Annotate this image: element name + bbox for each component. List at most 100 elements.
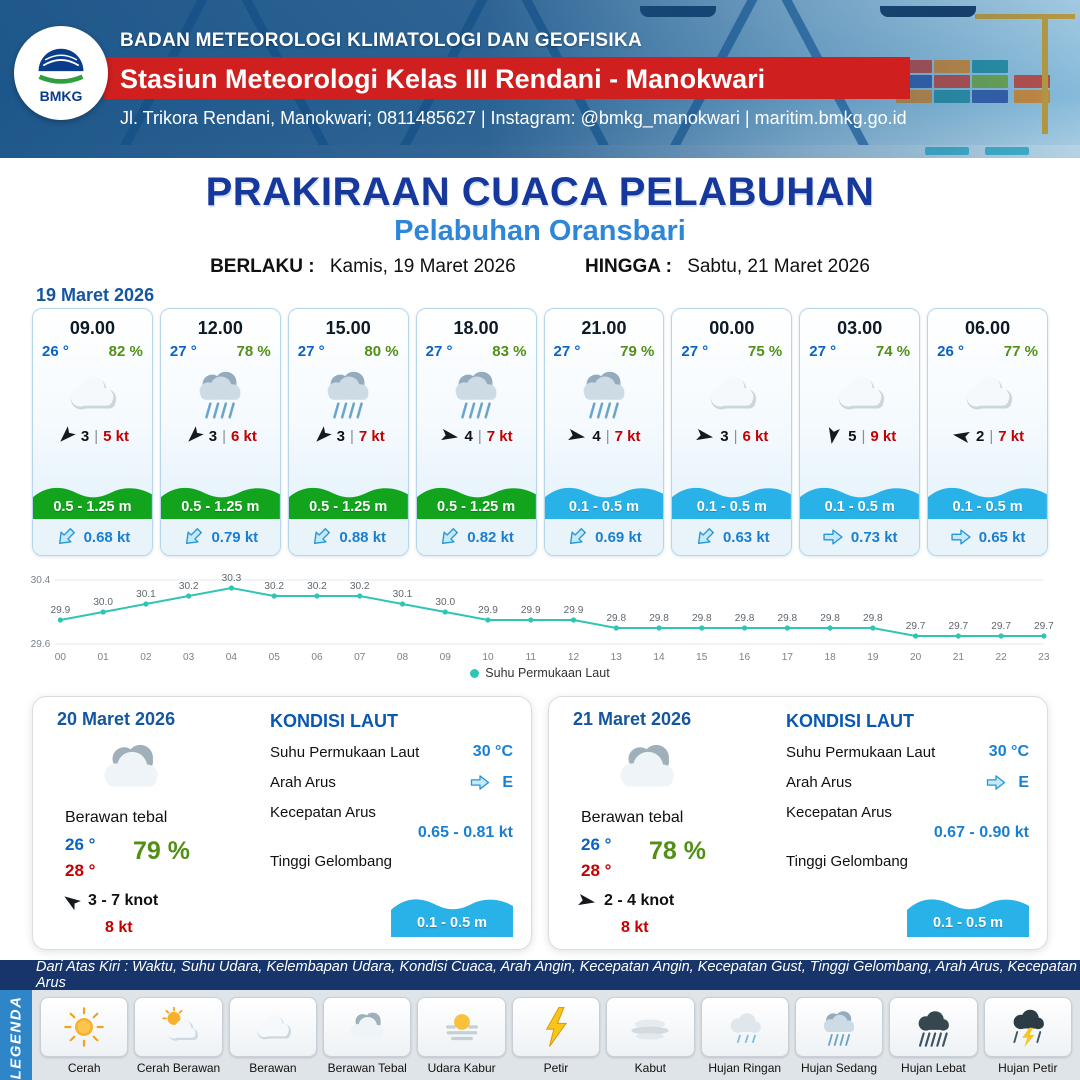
svg-text:30.0: 30.0 (93, 597, 113, 608)
temp-max: 28 ° (581, 861, 612, 880)
svg-text:00: 00 (55, 652, 67, 663)
wind-speed: 3 (208, 427, 218, 445)
wave-height-value: 0.1 - 0.5 m (824, 499, 895, 515)
temp-humidity-row: 27 ° 74 % (800, 339, 919, 360)
legend-item-label: Udara Kabur (427, 1061, 496, 1075)
forecast-card: 12.00 27 ° 78 % 3 | 6 kt 0.5 - 1.25 m (159, 308, 281, 556)
hourly-forecast-row: 09.00 26 ° 82 % 3 | 5 kt 0.5 - 1.25 m (0, 308, 1080, 556)
forecast-time: 03.00 (837, 318, 883, 338)
current-speed-label: Kecepatan Arus (786, 804, 892, 821)
chart-legend-dot (470, 668, 480, 678)
legend-item: Cerah (40, 997, 129, 1080)
current-speed-value: 0.67 - 0.90 kt (933, 824, 1029, 841)
current-direction-icon (434, 521, 465, 552)
legend-item-label: Petir (543, 1061, 569, 1075)
legend-weather-icon (533, 1004, 579, 1050)
svg-text:29.8: 29.8 (649, 613, 669, 624)
air-temperature: 26 ° (42, 343, 69, 360)
wind-direction-icon (822, 424, 845, 447)
daily-summary-row: 20 Maret 2026 Berawan tebal 26 ° 28 ° 79… (0, 682, 1080, 950)
wind-row: 5 | 9 kt (800, 426, 919, 446)
svg-text:18: 18 (824, 652, 836, 663)
legend-item: Cerah Berawan (134, 997, 223, 1080)
bmkg-logo-icon: BMKG (18, 30, 104, 116)
gust-speed: 6 kt (742, 427, 769, 445)
legend-item-label: Berawan (249, 1061, 297, 1075)
current-direction-value: E (502, 773, 513, 791)
weather-icon (436, 362, 516, 424)
relative-humidity: 75 % (748, 343, 783, 360)
current-speed-value: 0.65 - 0.81 kt (417, 824, 513, 841)
legend-item-label: Cerah (67, 1061, 101, 1075)
svg-text:11: 11 (526, 652, 537, 663)
weather-icon (595, 731, 699, 805)
wind-direction-icon (57, 887, 85, 915)
legend-item: Berawan Tebal (323, 997, 412, 1080)
legend-side-label: LEGENDA (7, 995, 25, 1079)
temp-humidity-row: 27 ° 78 % (161, 339, 280, 360)
legend-item-label: Hujan Lebat (901, 1061, 966, 1075)
svg-text:04: 04 (226, 652, 238, 663)
forecast-card: 06.00 26 ° 77 % 2 | 7 kt 0.1 - 0.5 m (927, 308, 1048, 556)
sea-conditions-title: KONDISI LAUT (270, 711, 398, 731)
legend-weather-icon (1005, 1004, 1051, 1050)
wind-row: 3 | 6 kt (161, 426, 280, 446)
legend-weather-icon (439, 1004, 485, 1050)
wind-direction-icon (438, 424, 461, 447)
svg-text:08: 08 (397, 652, 409, 663)
wind-speed: 3 (720, 427, 729, 445)
wind-range: 3 - 7 knot (88, 892, 159, 909)
wind-row: 3 - 7 knot (61, 891, 158, 911)
daily-summary-card: 21 Maret 2026 Berawan tebal 26 ° 28 ° 78… (548, 696, 1048, 950)
forecast-card: 00.00 27 ° 75 % 3 | 6 kt 0.1 - 0.5 m (671, 308, 793, 556)
svg-text:03: 03 (183, 652, 195, 663)
current-speed: 0.68 kt (83, 528, 131, 546)
wind-direction-icon (180, 422, 208, 450)
svg-text:15: 15 (696, 652, 708, 663)
wind-gust-separator: | (477, 427, 482, 445)
svg-text:29.8: 29.8 (863, 613, 883, 624)
wave-height-value: 0.1 - 0.5 m (696, 499, 767, 515)
wave-height-graphic: 0.1 - 0.5 m (907, 891, 1029, 937)
current-direction-icon (562, 521, 593, 552)
valid-to-value: Sabtu, 21 Maret 2026 (687, 256, 870, 277)
svg-text:30.1: 30.1 (136, 589, 156, 600)
wind-gust-separator: | (733, 427, 738, 445)
current-speed: 0.63 kt (722, 528, 770, 546)
svg-text:21: 21 (953, 652, 965, 663)
air-temperature: 27 ° (809, 343, 837, 360)
air-temperature: 27 ° (425, 343, 453, 360)
wind-direction-icon (575, 889, 598, 912)
legend-item: Petir (511, 997, 601, 1080)
wave-height-value: 0.5 - 1.25 m (436, 499, 516, 515)
wave-height-value: 0.1 - 0.5 m (952, 499, 1023, 515)
forecast-time: 00.00 (709, 318, 755, 338)
temp-humidity-row: 27 ° 79 % (545, 339, 664, 360)
valid-from-label: BERLAKU : (210, 256, 315, 277)
wind-gust-separator: | (605, 427, 610, 445)
relative-humidity: 83 % (492, 343, 527, 360)
chart-legend-label: Suhu Permukaan Laut (485, 666, 610, 680)
current-direction-icon (306, 521, 337, 552)
forecast-card: 21.00 27 ° 79 % 4 | 7 kt 0.1 - 0.5 m (543, 308, 665, 556)
legend-item-label: Cerah Berawan (136, 1061, 221, 1075)
temp-min: 26 ° (581, 835, 612, 854)
relative-humidity: 77 % (1003, 343, 1038, 360)
svg-text:29.8: 29.8 (735, 613, 755, 624)
svg-text:30.2: 30.2 (307, 581, 327, 592)
legend-item: Udara Kabur (417, 997, 506, 1080)
svg-text:29.8: 29.8 (820, 613, 840, 624)
station-banner (104, 57, 910, 99)
svg-text:30.2: 30.2 (264, 581, 284, 592)
wave-height-band: 0.5 - 1.25 m (288, 481, 408, 519)
relative-humidity: 82 % (108, 343, 143, 360)
wave-height-label: Tinggi Gelombang (786, 853, 909, 870)
weather-condition: Berawan tebal (581, 809, 684, 826)
forecast-card: 18.00 27 ° 83 % 4 | 7 kt 0.5 - 1.25 m (415, 308, 537, 556)
wave-height-value: 0.5 - 1.25 m (53, 499, 132, 515)
title-section: PRAKIRAAN CUACA PELABUHAN Pelabuhan Oran… (0, 170, 1080, 280)
legend-side-bar: LEGENDA (0, 990, 32, 1080)
weather-icon (948, 362, 1028, 424)
legend-item-label: Hujan Sedang (801, 1061, 878, 1075)
